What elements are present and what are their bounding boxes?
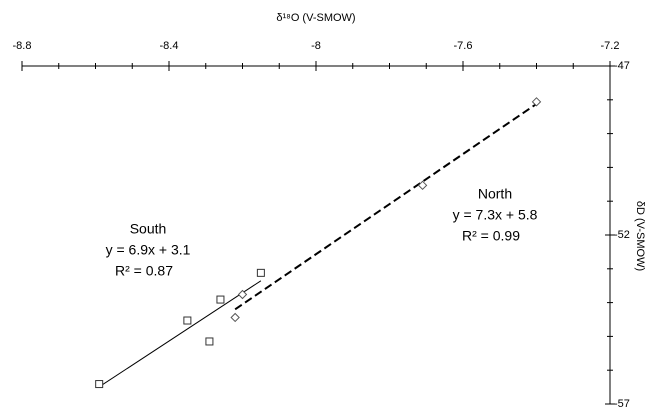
- point: [216, 295, 225, 304]
- x-tick-label: -7.6: [454, 40, 473, 52]
- annotation: R² = 0.99: [462, 228, 520, 244]
- x-tick-label: -7.2: [601, 40, 620, 52]
- x-tick-label: -8.8: [13, 40, 32, 52]
- annotation: y = 7.3x + 5.8: [453, 207, 538, 223]
- legend-name: North: [478, 186, 512, 202]
- y-axis-title: δD (V-SMOW): [634, 201, 646, 271]
- y-tick-label: -52: [614, 229, 630, 241]
- point: [237, 289, 248, 300]
- x-tick-label: -8: [311, 40, 321, 52]
- point: [183, 316, 192, 325]
- point: [417, 180, 428, 191]
- x-tick-label: -8.4: [160, 40, 179, 52]
- point: [531, 97, 542, 107]
- y-tick-label: -57: [614, 398, 630, 407]
- legend-name: South: [130, 221, 167, 237]
- trend-line: [98, 280, 262, 388]
- trend-line: [234, 103, 538, 311]
- annotation: R² = 0.87: [115, 263, 173, 279]
- x-axis-title: δ¹⁸O (V-SMOW): [276, 12, 355, 24]
- point: [230, 312, 240, 323]
- point: [256, 268, 265, 277]
- point: [205, 337, 214, 346]
- y-tick-label: -47: [614, 60, 630, 72]
- point: [95, 380, 104, 389]
- annotation: y = 6.9x + 3.1: [106, 242, 191, 258]
